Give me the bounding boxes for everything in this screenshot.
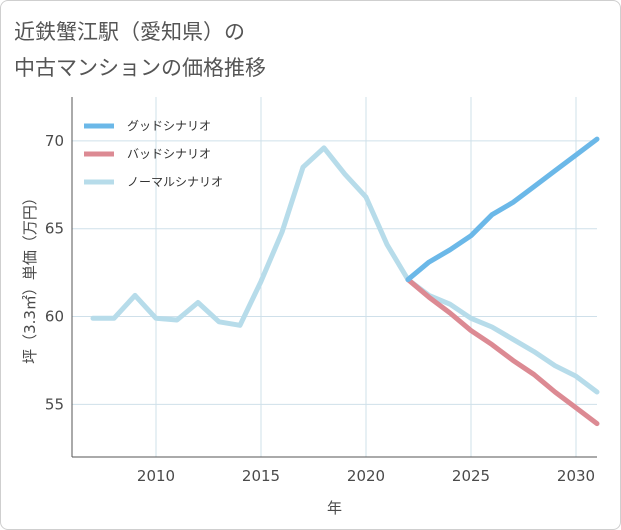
- series-layer: [90, 136, 600, 427]
- legend-item-normal[interactable]: ノーマルシナリオ: [84, 175, 223, 189]
- legend-item-bad[interactable]: バッドシナリオ: [84, 147, 211, 161]
- legend-label-2: ノーマルシナリオ: [127, 175, 223, 189]
- x-tick-label-2020: 2020: [347, 467, 385, 485]
- series-line-2: [90, 145, 600, 395]
- chart-title: 近鉄蟹江駅（愛知県）の 中古マンションの価格推移: [14, 14, 574, 86]
- axes: [71, 97, 597, 458]
- y-tick-label-65: 65: [45, 220, 64, 238]
- y-axis-label: 坪（3.3㎡）単価（万円）: [21, 190, 39, 364]
- chart-title-line2: 中古マンションの価格推移: [14, 56, 266, 80]
- x-axis-label: 年: [327, 499, 342, 517]
- x-tick-label-2010: 2010: [137, 467, 175, 485]
- series-line-0: [405, 136, 600, 283]
- series-line-1: [405, 277, 600, 427]
- tick-labels: 2010 2015 2020 2025 2030 55 60 65 70: [45, 132, 595, 485]
- legend-label-0: グッドシナリオ: [127, 119, 211, 133]
- x-tick-label-2015: 2015: [242, 467, 280, 485]
- x-tick-label-2030: 2030: [557, 467, 595, 485]
- chart-title-line1: 近鉄蟹江駅（愛知県）の: [14, 20, 245, 44]
- legend-label-1: バッドシナリオ: [127, 147, 211, 161]
- y-tick-label-60: 60: [45, 308, 64, 326]
- y-tick-label-70: 70: [45, 132, 64, 150]
- legend-item-good[interactable]: グッドシナリオ: [84, 119, 211, 133]
- y-tick-label-55: 55: [45, 395, 64, 413]
- x-tick-label-2025: 2025: [452, 467, 490, 485]
